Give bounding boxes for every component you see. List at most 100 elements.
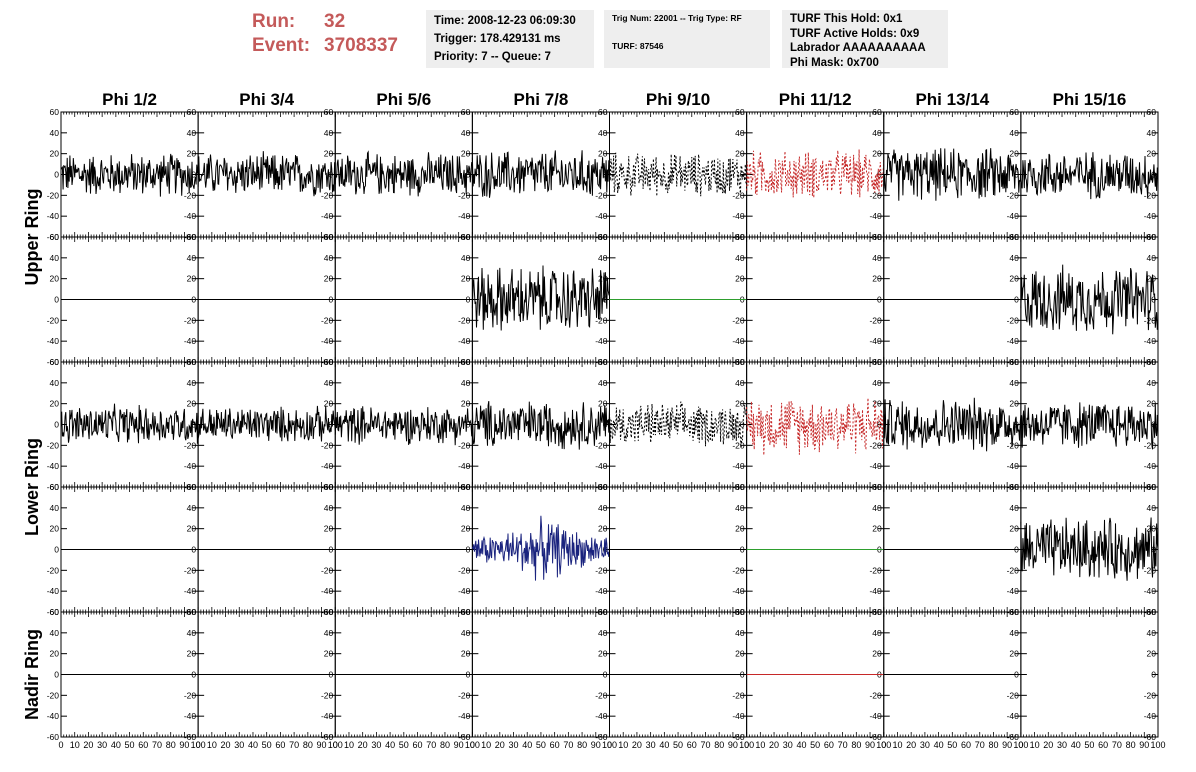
y-tick-label: -20 (458, 565, 471, 575)
turf-active-holds-text: TURF Active Holds: 0x9 (790, 27, 920, 40)
y-tick-label: 20 (461, 149, 471, 159)
y-tick-label: -40 (1007, 711, 1020, 721)
y-tick-label: 20 (598, 399, 608, 409)
y-tick-label: -40 (869, 211, 882, 221)
x-tick-label: 40 (796, 740, 806, 750)
y-tick-label: 40 (324, 378, 334, 388)
y-tick-label: 40 (461, 628, 471, 638)
y-tick-label: -20 (458, 190, 471, 200)
y-tick-label: 0 (466, 420, 471, 430)
trace-waveform (1020, 402, 1159, 450)
x-tick-label: 10 (344, 740, 354, 750)
y-tick-label: -40 (458, 336, 471, 346)
trace-waveform (1020, 517, 1159, 581)
y-tick-label: 60 (872, 232, 882, 242)
y-tick-label: -20 (1144, 190, 1157, 200)
y-tick-label: 20 (872, 524, 882, 534)
y-tick-label: 60 (50, 482, 60, 492)
x-tick-label: 90 (317, 740, 327, 750)
trace-waveform (609, 401, 748, 448)
x-tick-label: 0 (196, 740, 201, 750)
y-tick-label: 0 (466, 170, 471, 180)
y-tick-label: 60 (324, 607, 334, 617)
trace-waveform (334, 406, 473, 446)
x-tick-label: 0 (333, 740, 338, 750)
y-tick-label: -40 (869, 461, 882, 471)
trace-waveform (197, 405, 336, 442)
y-tick-label: -40 (47, 711, 60, 721)
y-tick-label: 20 (735, 399, 745, 409)
y-tick-label: -40 (869, 336, 882, 346)
y-tick-label: 20 (461, 274, 471, 284)
y-tick-label: 60 (187, 482, 197, 492)
y-tick-label: -40 (184, 336, 197, 346)
trigger-text: Trigger: 178.429131 ms (434, 33, 561, 45)
y-tick-label: 20 (50, 274, 60, 284)
x-tick-label: 80 (851, 740, 861, 750)
x-tick-label: 20 (221, 740, 231, 750)
y-tick-label: 20 (598, 274, 608, 284)
column-title: Phi 11/12 (779, 90, 852, 109)
y-tick-label: 40 (187, 378, 197, 388)
y-tick-label: 20 (324, 649, 334, 659)
y-tick-label: -20 (321, 690, 334, 700)
y-tick-label: 20 (50, 649, 60, 659)
x-tick-label: 90 (179, 740, 189, 750)
y-tick-label: 60 (1009, 357, 1019, 367)
trace-waveform (746, 397, 885, 456)
y-tick-label: -20 (321, 315, 334, 325)
event-label: Event: (252, 35, 311, 56)
y-tick-label: 20 (735, 149, 745, 159)
x-tick-label: 60 (824, 740, 834, 750)
y-tick-label: -20 (47, 690, 60, 700)
y-tick-label: 0 (1014, 170, 1019, 180)
y-tick-label: 40 (187, 628, 197, 638)
trace-waveform (883, 397, 1022, 452)
y-tick-label: 60 (1009, 232, 1019, 242)
y-tick-label: 0 (54, 170, 59, 180)
y-tick-label: 20 (598, 649, 608, 659)
y-tick-label: -20 (1007, 190, 1020, 200)
event-value: 3708337 (324, 35, 398, 56)
x-tick-label: 10 (70, 740, 80, 750)
x-tick-label: 100 (465, 740, 480, 750)
y-tick-label: -40 (321, 211, 334, 221)
y-tick-label: -40 (321, 336, 334, 346)
y-tick-label: 60 (324, 232, 334, 242)
y-tick-label: -40 (1007, 211, 1020, 221)
event-row: Event: 3708337 (252, 34, 398, 58)
x-tick-label: 70 (838, 740, 848, 750)
trace-waveform (609, 152, 748, 197)
column-title: Phi 7/8 (514, 90, 569, 109)
x-tick-label: 60 (275, 740, 285, 750)
x-tick-label: 100 (602, 740, 617, 750)
x-tick-label: 10 (755, 740, 765, 750)
y-tick-label: -20 (732, 315, 745, 325)
turf-text: TURF: 87546 (612, 41, 664, 51)
y-tick-label: -40 (184, 461, 197, 471)
y-tick-label: -20 (184, 565, 197, 575)
x-tick-label: 30 (783, 740, 793, 750)
y-tick-label: 60 (872, 482, 882, 492)
y-tick-label: 40 (735, 503, 745, 513)
y-tick-label: -40 (458, 461, 471, 471)
y-tick-label: 60 (872, 607, 882, 617)
y-tick-label: 60 (735, 107, 745, 117)
x-tick-label: 40 (111, 740, 121, 750)
y-tick-label: -20 (595, 690, 608, 700)
y-tick-label: -40 (184, 711, 197, 721)
trigger-info-box: Trig Num: 22001 -- Trig Type: RF TURF: 8… (604, 10, 770, 68)
y-tick-label: 20 (1009, 399, 1019, 409)
x-tick-label: 0 (744, 740, 749, 750)
turf-this-hold-text: TURF This Hold: 0x1 (790, 13, 903, 25)
y-tick-label: -20 (732, 565, 745, 575)
y-tick-label: 20 (461, 524, 471, 534)
y-tick-label: 40 (324, 503, 334, 513)
y-tick-label: -40 (1144, 211, 1157, 221)
y-tick-label: 60 (1009, 482, 1019, 492)
y-tick-label: 40 (461, 253, 471, 263)
y-tick-label: -20 (458, 315, 471, 325)
y-tick-label: 40 (735, 378, 745, 388)
x-tick-label: 70 (426, 740, 436, 750)
trace-waveform (746, 149, 885, 198)
